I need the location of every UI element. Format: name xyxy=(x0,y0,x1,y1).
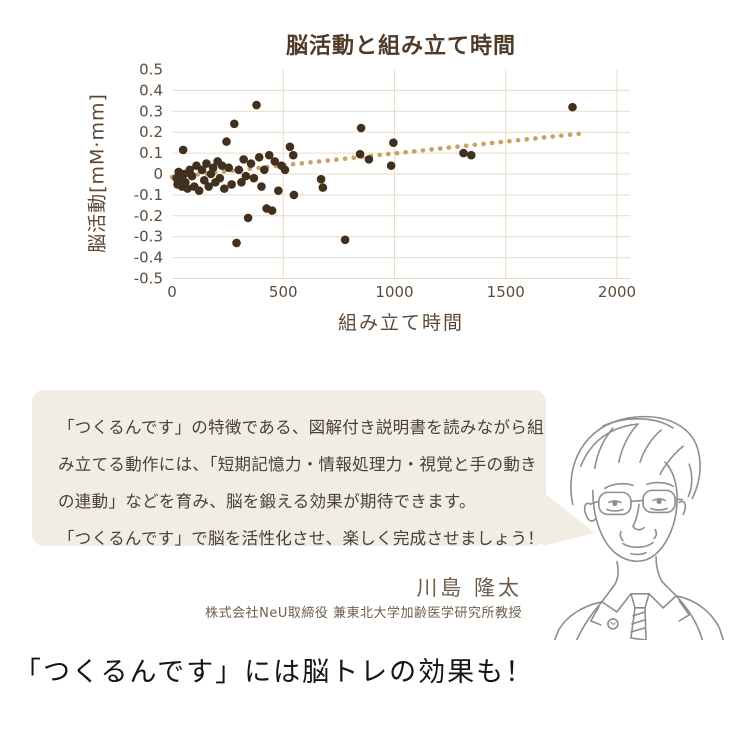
expert-title: 株式会社NeU取締役 兼東北大学加齢医学研究所教授 xyxy=(205,606,522,621)
expert-portrait-illustration xyxy=(553,415,725,640)
expert-name: 川島 隆太 xyxy=(416,576,522,600)
bubble-text-line: 「つくるんです」の特徴である、図解付き説明書を読みながら組 xyxy=(58,418,544,437)
y-tick-label: 0.5 xyxy=(139,61,163,79)
y-tick-label: -0.2 xyxy=(134,207,163,225)
y-tick-label: 0.3 xyxy=(139,102,163,120)
y-tick-label: 0.2 xyxy=(139,123,163,141)
portrait-hair xyxy=(570,415,701,506)
y-tick-label: 0.4 xyxy=(139,81,163,99)
x-tick-label: 0 xyxy=(167,283,177,301)
y-tick-label: 0.1 xyxy=(139,144,163,162)
y-tick-label: -0.3 xyxy=(134,228,163,246)
y-tick-label: 0 xyxy=(153,165,163,183)
bubble-text-line: 「つくるんです」で脳を活性化させ、楽しく完成させましょう！ xyxy=(58,529,545,548)
x-tick-label: 1500 xyxy=(487,283,525,301)
bubble-text-line: の連動」などを育み、脳を鍛える効果が期待できます。 xyxy=(58,492,476,511)
portrait-face xyxy=(583,461,687,562)
chart-title: 脳活動と組み立て時間 xyxy=(285,34,516,59)
headline: 「つくるんです」には脳トレの効果も！ xyxy=(14,657,535,688)
y-tick-label: -0.1 xyxy=(134,186,163,204)
scatter-chart: 0.50.40.30.20.10-0.1-0.2-0.3-0.4-0.50 500… xyxy=(134,61,636,302)
x-axis-title: 組み立て時間 xyxy=(337,312,464,334)
x-tick-label: 500 xyxy=(269,283,298,301)
speech-bubble: 「つくるんです」の特徴である、図解付き説明書を読みながら組 み立てる動作には、「… xyxy=(32,390,546,548)
y-tick-label: -0.4 xyxy=(134,249,163,267)
x-tick-label: 2000 xyxy=(598,283,636,301)
bubble-text-line: み立てる動作には、「短期記憶力・情報処理力・視覚と手の動き xyxy=(58,455,537,474)
y-tick-label: -0.5 xyxy=(134,270,163,288)
x-tick-label: 1000 xyxy=(375,283,413,301)
glasses-icon xyxy=(591,489,683,516)
portrait-suit xyxy=(553,555,725,640)
y-axis-title: 脳活動[mM·mm] xyxy=(86,93,109,253)
